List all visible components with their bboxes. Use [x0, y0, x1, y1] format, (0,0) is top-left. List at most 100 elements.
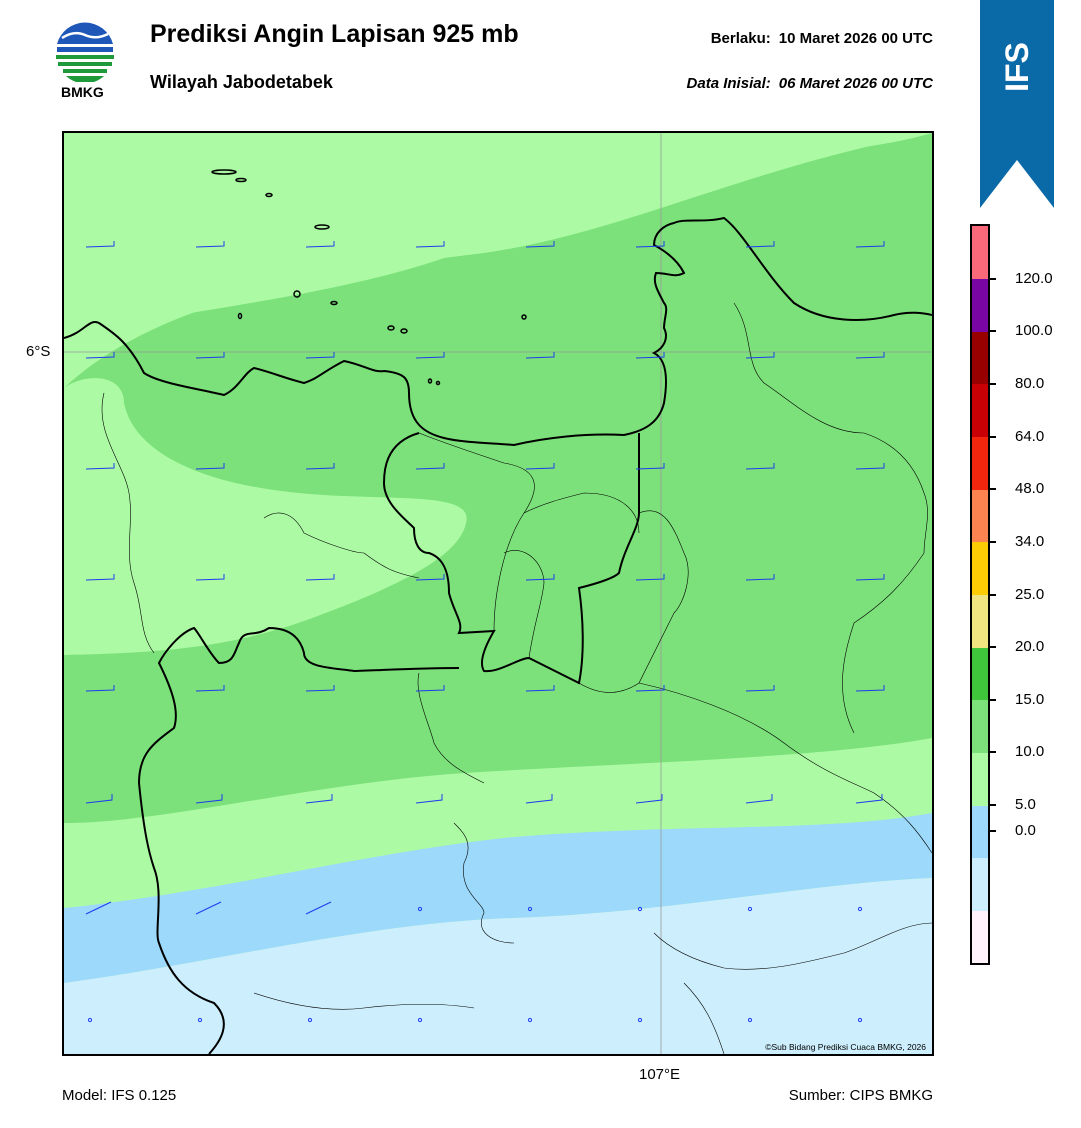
- wind-barb: [85, 352, 115, 359]
- wind-barb: [635, 352, 665, 359]
- wind-barb: [305, 241, 335, 248]
- wind-barb: [415, 241, 445, 248]
- colorbar-label: 48.0: [1015, 480, 1045, 498]
- wind-barb: [195, 794, 223, 804]
- wind-barb: [525, 352, 555, 359]
- band-10-15-top: [64, 133, 932, 333]
- wind-barb: [745, 463, 775, 470]
- ribbon-shape: [980, 0, 1054, 208]
- wind-barb: [745, 574, 775, 581]
- wind-barb: [635, 685, 665, 692]
- valid-label: Berlaku:: [710, 30, 771, 47]
- wind-map-canvas: [64, 133, 932, 1054]
- wind-barb: [635, 241, 665, 248]
- calm-wind-marker: [87, 1017, 93, 1023]
- band-10-15-tongue: [64, 378, 467, 655]
- colorbar-tick: [990, 488, 996, 491]
- wind-barb: [85, 574, 115, 581]
- init-label: Data Inisial:: [686, 75, 771, 92]
- wind-barb: [525, 574, 555, 581]
- wind-barb: [85, 794, 113, 804]
- init-time-row: Data Inisial: 06 Maret 2026 00 UTC: [687, 75, 933, 92]
- wind-barb: [305, 352, 335, 359]
- colorbar-label: 100.0: [1015, 322, 1053, 340]
- colorbar-tick: [990, 751, 996, 754]
- wind-barb: [525, 685, 555, 692]
- colorbar-label: 5.0: [1015, 796, 1036, 814]
- wind-barb: [195, 685, 225, 692]
- colorbar-segment: [972, 383, 988, 438]
- wind-barb: [635, 463, 665, 470]
- calm-wind-marker: [747, 1017, 753, 1023]
- calm-wind-marker: [857, 1017, 863, 1023]
- calm-wind-marker: [637, 906, 643, 912]
- wind-barb: [305, 901, 332, 915]
- colorbar-tick: [990, 330, 996, 333]
- colorbar: [970, 224, 990, 965]
- wind-barbs: [85, 241, 885, 1023]
- wind-barb: [415, 574, 445, 581]
- wind-barb: [525, 241, 555, 248]
- init-time: 06 Maret 2026 00 UTC: [778, 75, 933, 92]
- colorbar-label: 15.0: [1015, 690, 1045, 708]
- wind-barb: [415, 794, 443, 804]
- bmkg-logo-icon: [55, 21, 115, 84]
- lat-label: 6°S: [26, 343, 51, 360]
- islands: [211, 169, 527, 386]
- colorbar-segment: [972, 331, 988, 385]
- valid-time-row: Berlaku: 10 Maret 2026 00 UTC: [711, 30, 933, 47]
- lon-label: 107°E: [639, 1066, 681, 1083]
- colorbar-label: 0.0: [1015, 822, 1036, 840]
- coastline: [64, 216, 932, 447]
- colorbar-label: 64.0: [1015, 427, 1045, 445]
- band-0-5: [64, 878, 932, 1054]
- colorbar-segment: [972, 857, 988, 911]
- colorbar-segment: [972, 752, 988, 806]
- wind-barb: [855, 574, 885, 581]
- wind-barb: [85, 685, 115, 692]
- colorbar-segment: [972, 541, 988, 595]
- wind-barb: [745, 352, 775, 359]
- colorbar-segment: [972, 805, 988, 859]
- colorbar-label: 10.0: [1015, 743, 1045, 761]
- colorbar-segment: [972, 647, 988, 701]
- wind-barb: [855, 794, 883, 804]
- wind-barb: [305, 574, 335, 581]
- bmkg-logo: [54, 20, 116, 84]
- wind-barb: [855, 241, 885, 248]
- wind-map: ©Sub Bidang Prediksi Cuaca BMKG, 2026: [62, 131, 934, 1056]
- colorbar-tick: [990, 277, 996, 280]
- wind-barb: [855, 685, 885, 692]
- calm-wind-marker: [527, 1017, 533, 1023]
- valid-time: 10 Maret 2026 00 UTC: [778, 30, 933, 47]
- calm-wind-marker: [307, 1017, 313, 1023]
- model-label: Model: IFS 0.125: [62, 1087, 177, 1104]
- ifs-badge: IFS: [980, 0, 1054, 208]
- wind-barb: [195, 241, 225, 248]
- band-15-20-main: [64, 133, 932, 823]
- wind-barb: [525, 463, 555, 470]
- wind-barb: [745, 794, 773, 804]
- wind-barb: [415, 352, 445, 359]
- calm-wind-marker: [417, 1017, 423, 1023]
- colorbar-tick: [990, 830, 996, 833]
- colorbar-segment: [972, 910, 988, 964]
- colorbar-tick: [990, 646, 996, 649]
- calm-wind-marker: [527, 906, 533, 912]
- colorbar-segment: [972, 699, 988, 753]
- wind-barb: [85, 241, 115, 248]
- wind-barb: [415, 463, 445, 470]
- calm-wind-marker: [637, 1017, 643, 1023]
- colorbar-segment: [972, 489, 988, 543]
- band-5-10: [64, 813, 932, 983]
- calm-wind-marker: [747, 906, 753, 912]
- colorbar-segment: [972, 226, 988, 280]
- colorbar-segment: [972, 594, 988, 648]
- wind-barb: [195, 463, 225, 470]
- wind-barb: [855, 352, 885, 359]
- wind-barb: [305, 685, 335, 692]
- colorbar-label: 34.0: [1015, 532, 1045, 550]
- wind-barb: [305, 463, 335, 470]
- wind-barb: [85, 463, 115, 470]
- regency-boundaries: [101, 302, 932, 1054]
